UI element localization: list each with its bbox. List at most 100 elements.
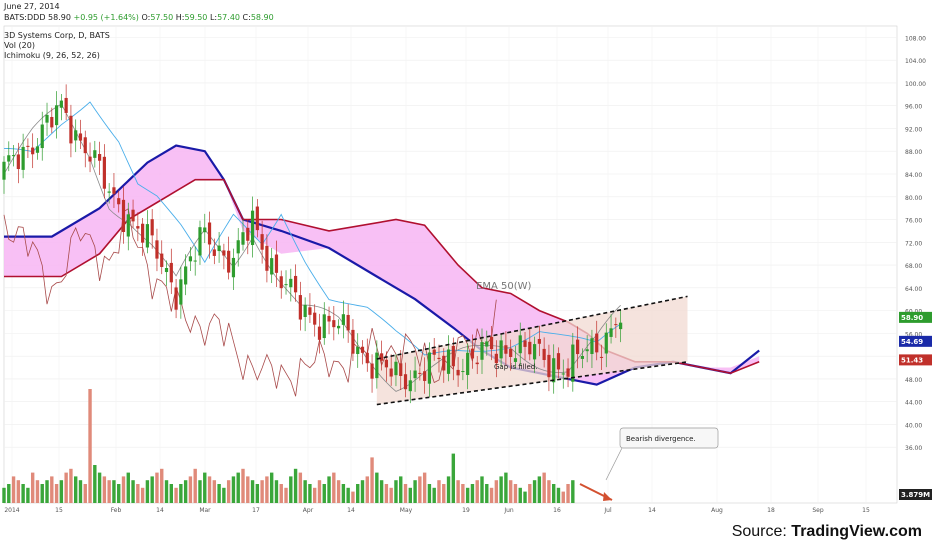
candle-body [518, 335, 522, 354]
candle-body [293, 275, 298, 293]
volume-bar [78, 480, 83, 503]
kijun-badge: 54.69 [901, 338, 923, 346]
y-tick-label: 44.00 [905, 400, 922, 407]
candle-body [150, 219, 154, 236]
y-tick-label: 88.00 [905, 149, 922, 156]
volume-bar [542, 472, 546, 503]
candle-body [203, 227, 207, 233]
candle-body [370, 363, 374, 379]
candle-body [451, 345, 455, 367]
volume-bar [269, 472, 274, 503]
volume-bar [83, 484, 87, 503]
channel-lower-line [376, 361, 688, 406]
candle-body [207, 222, 212, 245]
candle-body [174, 287, 178, 310]
candle-body [556, 353, 561, 370]
low-value: 57.40 [217, 13, 240, 22]
volume-bar [50, 476, 54, 503]
candle-body [313, 312, 317, 325]
volume-bar [274, 480, 279, 503]
candle-body [250, 210, 255, 246]
x-tick-label: Aug [711, 507, 723, 514]
volume-bar [102, 476, 107, 503]
candle-body [599, 356, 604, 358]
y-tick-label: 76.00 [905, 218, 922, 225]
candle-body [26, 145, 30, 147]
candle-body [513, 358, 518, 362]
candle-body [102, 156, 106, 189]
candle-body [375, 352, 379, 379]
candle-body [542, 348, 546, 361]
x-tick-label: 14 [347, 507, 355, 514]
volume-bar [480, 476, 484, 503]
volume-bar [475, 480, 479, 503]
y-tick-label: 40.00 [905, 422, 922, 429]
candle-body [504, 345, 508, 354]
volume-bar [317, 480, 322, 503]
x-tick-label: 17 [252, 507, 260, 514]
candle-body [523, 340, 527, 347]
volume-bar [236, 472, 240, 503]
candle-body [403, 374, 408, 390]
candle-body [480, 342, 484, 360]
volume-bar [198, 480, 202, 503]
kijun-line [3, 101, 621, 356]
candle-body [499, 340, 503, 359]
candle-body [231, 257, 236, 278]
volume-bar [351, 491, 355, 503]
candle-body [303, 304, 307, 317]
volume-bar [183, 480, 188, 503]
volume-bar [74, 476, 78, 503]
volume-bar [508, 480, 513, 503]
source-name: TradingView.com [791, 523, 922, 540]
y-tick-label: 48.00 [905, 377, 922, 384]
tenkan-line [3, 103, 621, 392]
candle-body [74, 130, 78, 141]
legend-volume: Vol (20) [4, 41, 35, 50]
candle-body [341, 314, 345, 325]
chikou-line [3, 208, 497, 397]
volume-bar [379, 480, 384, 503]
volume-bar [222, 487, 226, 503]
volume-bar [489, 487, 494, 503]
volume-bar [336, 480, 341, 503]
candle-body [408, 380, 412, 392]
candle-body [21, 146, 25, 170]
volume-bar [164, 480, 169, 503]
candle-body [446, 349, 451, 374]
candle-body [566, 368, 570, 377]
ema-annotation: EMA 50(W) [476, 281, 531, 292]
candle-body [270, 258, 274, 275]
candle-body [590, 338, 594, 354]
volume-bar [136, 484, 140, 503]
candle-body [136, 226, 140, 229]
volume-bar [399, 476, 403, 503]
volume-bar [203, 472, 207, 503]
volume-bar [422, 472, 427, 503]
symbol: BATS:DDD [4, 13, 46, 22]
candle-body [121, 199, 126, 233]
volume-bar [389, 487, 393, 503]
candle-body [337, 325, 341, 329]
candle-body [164, 268, 169, 273]
candle-body [423, 371, 427, 381]
volume-bar [360, 480, 365, 503]
volume-bar [523, 491, 527, 503]
candle-body [308, 307, 312, 315]
y-tick-label: 104.00 [905, 58, 926, 65]
volume-bar [470, 484, 475, 503]
candle-body [547, 354, 551, 378]
kijun-badge-bg [899, 335, 932, 347]
candle-body [222, 250, 226, 256]
x-tick-label: Jun [503, 507, 514, 514]
candle-body [595, 333, 599, 353]
candle-body [437, 357, 441, 360]
candle-body [360, 346, 365, 353]
candle-body [394, 361, 398, 376]
candle-body [614, 324, 618, 326]
volume-bar [88, 389, 92, 503]
candle-body [384, 359, 388, 368]
candle-body [552, 358, 556, 383]
legend-ichimoku: Ichimoku (9, 26, 52, 26) [4, 51, 100, 60]
